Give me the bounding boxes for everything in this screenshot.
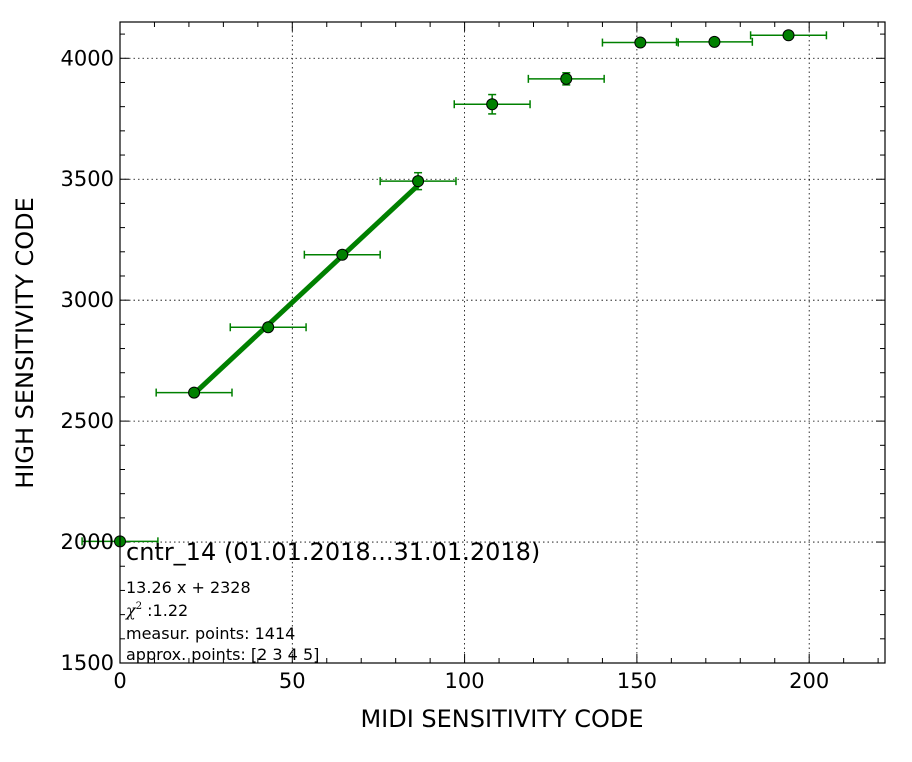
data-point (188, 386, 201, 399)
markers (114, 29, 795, 548)
chi-square-value: :1.22 (142, 601, 188, 620)
data-point (634, 36, 647, 49)
fit-line (192, 183, 420, 396)
x-tick-label: 50 (279, 669, 306, 693)
chi-power: 2 (136, 601, 142, 612)
data-point (560, 72, 573, 85)
plot-background (120, 22, 885, 663)
plot-frame (119, 21, 886, 664)
data-point (782, 29, 795, 42)
x-tick-label: 100 (445, 669, 485, 693)
x-tick-labels: 0 50 100 150 200 (113, 669, 829, 693)
x-axis-label: MIDI SENSITIVITY CODE (360, 705, 643, 733)
y-tick-labels: 1500 2000 2500 3000 3500 4000 (61, 46, 114, 675)
approx-points-label: approx. points: [2 3 4 5] (126, 645, 319, 664)
x-tick-label: 150 (617, 669, 657, 693)
chi-symbol: χ (125, 601, 137, 620)
y-tick-label: 4000 (61, 46, 114, 70)
fit-equation: 13.26 x + 2328 (126, 578, 251, 597)
data-point (336, 248, 349, 261)
data-point (486, 98, 499, 111)
y-tick-label: 3000 (61, 288, 114, 312)
y-tick-label: 2500 (61, 409, 114, 433)
grid (120, 22, 885, 663)
measured-points-label: measur. points: 1414 (126, 624, 295, 643)
chart-title: cntr_14 (01.01.2018...31.01.2018) (126, 538, 540, 566)
x-tick-label: 200 (789, 669, 829, 693)
data-point (412, 175, 425, 188)
y-axis-label: HIGH SENSITIVITY CODE (11, 197, 39, 489)
y-tick-label: 1500 (61, 651, 114, 675)
chi-square-label: χ2 :1.22 (125, 601, 188, 620)
x-tick-label: 0 (113, 669, 126, 693)
y-tick-label: 2000 (61, 530, 114, 554)
data-point (708, 35, 721, 48)
fit-line-group (192, 183, 420, 396)
data-point (262, 321, 275, 334)
y-tick-label: 3500 (61, 167, 114, 191)
